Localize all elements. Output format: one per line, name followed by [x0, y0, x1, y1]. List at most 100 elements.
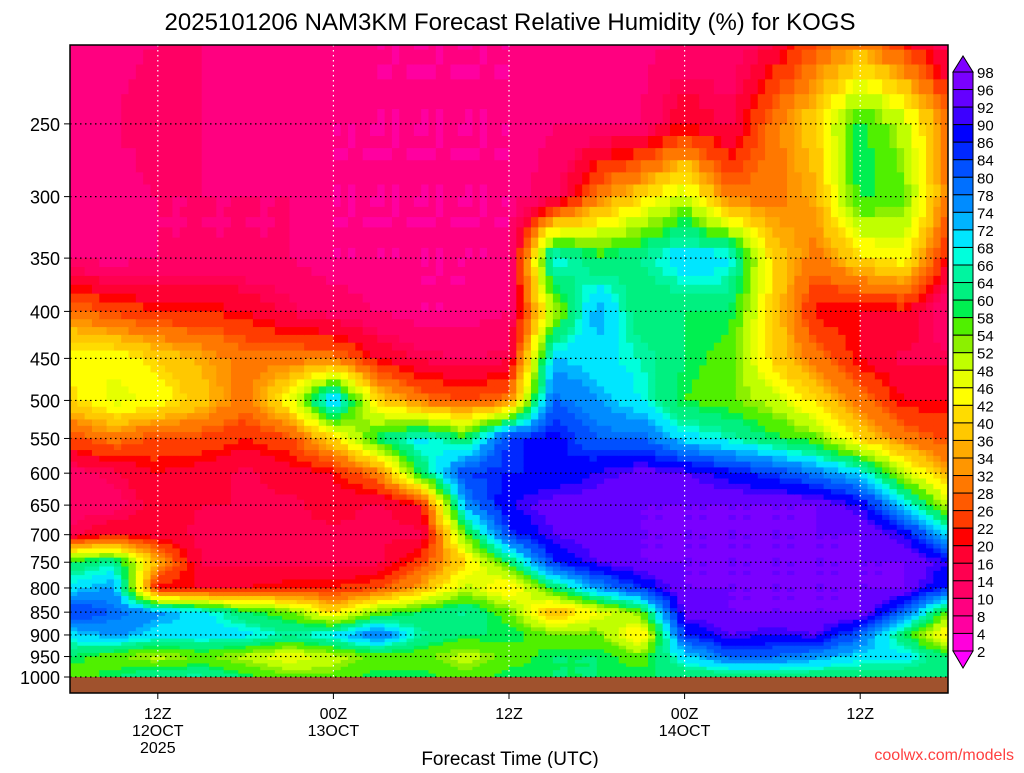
heatmap-cell — [128, 184, 137, 198]
heatmap-cell — [187, 372, 195, 381]
heatmap-cell — [194, 461, 203, 468]
heatmap-cell — [172, 432, 181, 440]
heatmap-cell — [106, 109, 115, 125]
heatmap-cell — [238, 627, 247, 632]
heatmap-cell — [355, 432, 364, 440]
heatmap-cell — [399, 570, 408, 576]
heatmap-cell — [216, 499, 225, 506]
heatmap-cell — [457, 49, 466, 66]
heatmap-cell — [223, 548, 232, 554]
heatmap-cell — [362, 135, 371, 149]
heatmap-cell — [413, 319, 422, 328]
heatmap-cell — [260, 94, 269, 110]
heatmap-cell — [179, 524, 188, 531]
heatmap-cell — [165, 365, 174, 374]
heatmap-cell — [187, 604, 195, 609]
heatmap-cell — [384, 406, 393, 414]
heatmap-cell — [194, 400, 203, 408]
heatmap-cell — [165, 386, 174, 395]
heatmap-cell — [348, 275, 356, 286]
heatmap-cell — [238, 615, 247, 621]
heatmap-cell — [194, 566, 203, 572]
heatmap-cell — [421, 455, 430, 463]
heatmap-cell — [274, 342, 283, 352]
heatmap-cell — [274, 438, 283, 445]
heatmap-cell — [150, 400, 159, 408]
heatmap-cell — [223, 172, 232, 186]
heatmap-cell — [355, 619, 364, 625]
heatmap-cell — [179, 247, 188, 259]
heatmap-cell — [165, 319, 174, 328]
heatmap-cell — [296, 615, 305, 621]
heatmap-cell — [435, 247, 444, 259]
heatmap-cell — [391, 562, 400, 568]
heatmap-cell — [216, 450, 225, 457]
heatmap-cell — [428, 358, 437, 367]
heatmap-cell — [121, 135, 130, 149]
heatmap-cell — [245, 649, 254, 654]
heatmap-cell — [179, 600, 188, 605]
heatmap-cell — [91, 666, 100, 671]
heatmap-cell — [179, 494, 188, 501]
heatmap-cell — [289, 461, 298, 468]
heatmap-cell — [289, 358, 298, 367]
heatmap-cell — [91, 489, 100, 496]
heatmap-cell — [223, 649, 232, 654]
heatmap-cell — [457, 467, 466, 474]
heatmap-cell — [77, 494, 86, 501]
heatmap-cell — [340, 666, 349, 671]
heatmap-cell — [209, 196, 217, 208]
heatmap-cell — [91, 160, 100, 173]
heatmap-cell — [179, 666, 188, 671]
heatmap-cell — [99, 206, 108, 218]
heatmap-cell — [84, 670, 93, 675]
heatmap-cell — [121, 365, 130, 374]
heatmap-cell — [340, 94, 349, 110]
heatmap-cell — [333, 311, 342, 320]
heatmap-cell — [194, 505, 203, 511]
heatmap-cell — [304, 393, 313, 402]
heatmap-cell — [318, 499, 327, 506]
heatmap-cell — [121, 438, 130, 445]
heatmap-cell — [318, 342, 327, 352]
heatmap-cell — [135, 123, 144, 137]
heatmap-cell — [216, 587, 225, 593]
heatmap-cell — [435, 334, 444, 344]
heatmap-cell — [355, 478, 364, 485]
heatmap-cell — [216, 583, 225, 589]
heatmap-cell — [172, 473, 181, 480]
heatmap-cell — [318, 570, 327, 576]
heatmap-cell — [157, 604, 166, 609]
heatmap-cell — [282, 267, 291, 277]
heatmap-cell — [143, 634, 152, 640]
heatmap-cell — [435, 148, 444, 161]
heatmap-cell — [194, 319, 203, 328]
heatmap-cell — [77, 461, 86, 468]
heatmap-cell — [340, 379, 349, 388]
heatmap-cell — [421, 49, 430, 66]
heatmap-cell — [296, 461, 305, 468]
heatmap-cell — [165, 184, 174, 198]
heatmap-cell — [304, 566, 313, 572]
heatmap-cell — [150, 358, 159, 367]
heatmap-cell — [348, 342, 356, 352]
heatmap-cell — [340, 302, 349, 312]
heatmap-cell — [399, 148, 408, 161]
heatmap-cell — [260, 587, 269, 593]
heatmap-cell — [143, 49, 152, 66]
heatmap-cell — [413, 649, 422, 654]
heatmap-cell — [260, 524, 269, 531]
heatmap-cell — [230, 663, 239, 668]
heatmap-cell — [99, 519, 108, 526]
heatmap-cell — [245, 583, 254, 589]
heatmap-cell — [150, 587, 159, 593]
heatmap-cell — [238, 379, 247, 388]
heatmap-cell — [384, 600, 393, 605]
heatmap-cell — [318, 438, 327, 445]
heatmap-cell — [113, 319, 122, 328]
heatmap-cell — [77, 583, 86, 589]
heatmap-cell — [369, 79, 378, 95]
heatmap-cell — [318, 432, 327, 440]
heatmap-cell — [150, 592, 159, 597]
heatmap-cell — [260, 534, 269, 540]
